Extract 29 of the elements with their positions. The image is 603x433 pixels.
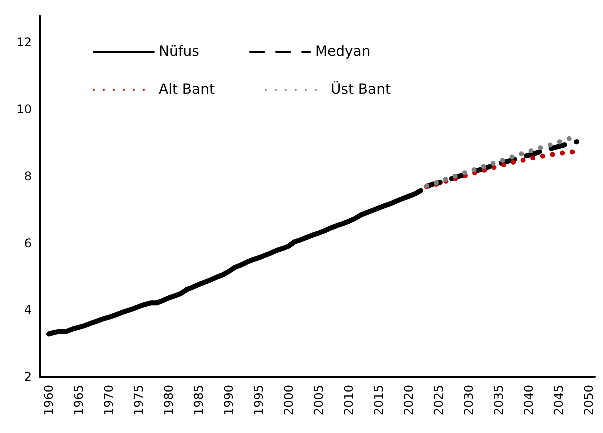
x-tick-label: 2025 [432,385,446,416]
y-tick-label: 6 [24,236,32,250]
legend-label: Medyan [315,44,371,60]
x-tick-label: 2015 [372,385,386,416]
x-tick-label: 2000 [282,385,296,416]
x-tick-label: 2020 [402,385,416,416]
x-tick-label: 1985 [192,385,206,416]
x-tick-label: 1960 [42,385,56,416]
x-tick-label: 2005 [312,385,326,416]
x-tick-label: 2045 [552,385,566,416]
y-tick-label: 12 [16,36,32,50]
x-tick-label: 2050 [582,385,596,416]
y-tick-label: 10 [16,102,32,117]
x-tick-label: 1965 [72,385,86,416]
x-tick-label: 2040 [522,385,536,416]
legend-label: Alt Bant [159,82,216,98]
y-tick-label: 4 [24,303,32,318]
y-tick-label: 8 [24,169,32,184]
y-tick-label: 2 [24,370,32,384]
legend-label: Nüfus [159,44,200,60]
x-tick-label: 2030 [462,385,476,416]
x-tick-label: 1980 [162,385,176,416]
x-tick-label: 2035 [492,385,506,416]
x-tick-label: 1975 [132,385,146,416]
x-tick-label: 1990 [222,385,236,416]
legend-label: Üst Bant [330,81,392,98]
x-tick-label: 2010 [342,385,356,416]
x-tick-label: 1995 [252,385,266,416]
x-tick-label: 1970 [102,385,116,416]
